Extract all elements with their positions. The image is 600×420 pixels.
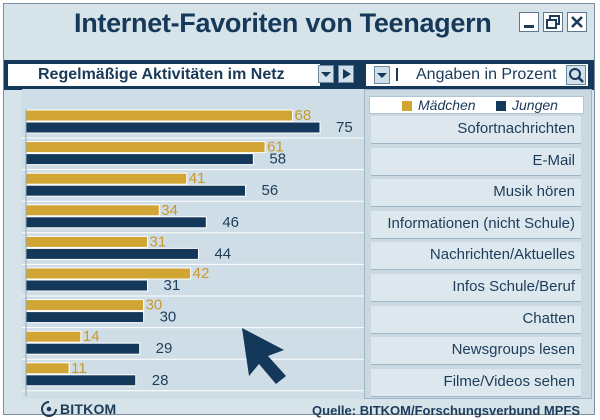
legend-label-jungen: Jungen bbox=[512, 97, 558, 113]
category-row[interactable]: Informationen (nicht Schule) bbox=[371, 210, 581, 239]
bar-jungen bbox=[25, 153, 254, 166]
bar-jungen bbox=[25, 184, 247, 197]
chevron-down-icon bbox=[377, 73, 387, 78]
bar-jungen bbox=[25, 216, 207, 229]
bar-maedchen bbox=[25, 204, 160, 217]
unit-label: Angaben in Prozent bbox=[416, 66, 557, 83]
data-label: 75 bbox=[336, 119, 353, 136]
data-label: 34 bbox=[161, 202, 178, 219]
category-label: Newsgroups lesen bbox=[451, 341, 575, 359]
category-row[interactable]: Nachrichten/Aktuelles bbox=[371, 242, 581, 271]
legend-label-maedchen: Mädchen bbox=[418, 97, 476, 113]
category-label: Nachrichten/Aktuelles bbox=[429, 246, 575, 264]
category-label: Chatten bbox=[522, 309, 575, 327]
category-row[interactable]: Newsgroups lesen bbox=[371, 337, 581, 366]
mouse-pointer-icon bbox=[242, 328, 286, 384]
bar-jungen bbox=[25, 247, 199, 260]
restore-button[interactable] bbox=[543, 12, 563, 32]
category-row[interactable]: Infos Schule/Beruf bbox=[371, 274, 581, 302]
data-label: 58 bbox=[269, 151, 286, 168]
data-label: 11 bbox=[71, 360, 87, 377]
source-note: Quelle: BITKOM/Forschungsverbund MPFS bbox=[312, 403, 580, 418]
close-button[interactable] bbox=[567, 12, 587, 32]
bar-maedchen bbox=[25, 235, 149, 248]
view-dropdown-value: Regelmäßige Aktivitäten im Netz bbox=[38, 66, 285, 83]
data-label: 30 bbox=[146, 297, 163, 314]
bar-maedchen bbox=[25, 362, 70, 375]
data-label: 30 bbox=[160, 309, 177, 326]
category-row[interactable]: Filme/Videos sehen bbox=[371, 368, 581, 397]
minimize-icon bbox=[524, 25, 534, 28]
category-label: E-Mail bbox=[532, 151, 575, 169]
bar-jungen bbox=[25, 342, 141, 355]
view-dropdown[interactable]: Regelmäßige Aktivitäten im Netz bbox=[8, 64, 320, 86]
bar-maedchen bbox=[25, 299, 145, 312]
category-row[interactable]: E-Mail bbox=[371, 147, 581, 176]
bar-jungen bbox=[25, 311, 145, 324]
bar-maedchen bbox=[25, 172, 188, 185]
search-icon bbox=[569, 68, 584, 83]
category-label: Musik hören bbox=[493, 183, 575, 201]
category-panel: Mädchen Jungen Sofortnachrichten E-Mail Mu… bbox=[364, 89, 592, 399]
toolbar: Regelmäßige Aktivitäten im Netz Angaben … bbox=[4, 60, 594, 90]
data-label: 56 bbox=[262, 182, 279, 199]
window-title: Internet-Favoriten von Teenagern bbox=[74, 8, 492, 38]
data-label: 28 bbox=[152, 372, 169, 389]
legend-swatch-maedchen bbox=[402, 101, 412, 111]
text-cursor bbox=[396, 68, 398, 81]
data-label: 61 bbox=[267, 139, 284, 156]
data-label: 68 bbox=[295, 107, 312, 124]
restore-icon bbox=[546, 15, 560, 29]
data-label: 31 bbox=[150, 233, 167, 250]
category-row[interactable]: Sofortnachrichten bbox=[371, 116, 581, 144]
data-label: 41 bbox=[189, 170, 206, 187]
play-icon bbox=[343, 69, 351, 79]
bar-maedchen bbox=[25, 109, 294, 122]
data-label: 44 bbox=[214, 245, 231, 262]
bar-jungen bbox=[25, 121, 321, 134]
close-icon bbox=[571, 16, 583, 28]
minimize-button[interactable] bbox=[519, 12, 539, 32]
data-label: 31 bbox=[164, 277, 181, 294]
unit-field[interactable]: Angaben in Prozent bbox=[366, 64, 588, 86]
bar-maedchen bbox=[25, 141, 266, 154]
bar-jungen bbox=[25, 374, 137, 387]
category-label: Infos Schule/Beruf bbox=[452, 278, 575, 295]
next-button[interactable] bbox=[338, 65, 354, 83]
chevron-down-icon bbox=[321, 72, 331, 77]
data-label: 14 bbox=[83, 328, 100, 345]
category-row[interactable]: Chatten bbox=[371, 305, 581, 334]
bar-jungen bbox=[25, 279, 149, 292]
search-button[interactable] bbox=[566, 65, 586, 85]
logo-text: BITKOM bbox=[60, 401, 117, 417]
app-window: Internet-Favoriten von Teenagern Regelmä… bbox=[3, 3, 595, 418]
category-row[interactable]: Musik hören bbox=[371, 179, 581, 208]
bitkom-logo-icon bbox=[41, 401, 57, 417]
category-label: Informationen (nicht Schule) bbox=[387, 214, 575, 232]
bar-maedchen bbox=[25, 330, 82, 343]
category-label: Filme/Videos sehen bbox=[443, 372, 575, 390]
dropdown-arrow-button[interactable] bbox=[318, 65, 334, 83]
data-label: 29 bbox=[156, 340, 173, 357]
category-label: Sofortnachrichten bbox=[457, 120, 575, 137]
unit-dropdown-button[interactable] bbox=[374, 66, 390, 84]
legend: Mädchen Jungen bbox=[369, 96, 584, 114]
data-label: 42 bbox=[193, 265, 210, 282]
title-bar: Internet-Favoriten von Teenagern bbox=[4, 4, 594, 42]
data-label: 46 bbox=[222, 214, 239, 231]
legend-swatch-jungen bbox=[496, 101, 506, 111]
